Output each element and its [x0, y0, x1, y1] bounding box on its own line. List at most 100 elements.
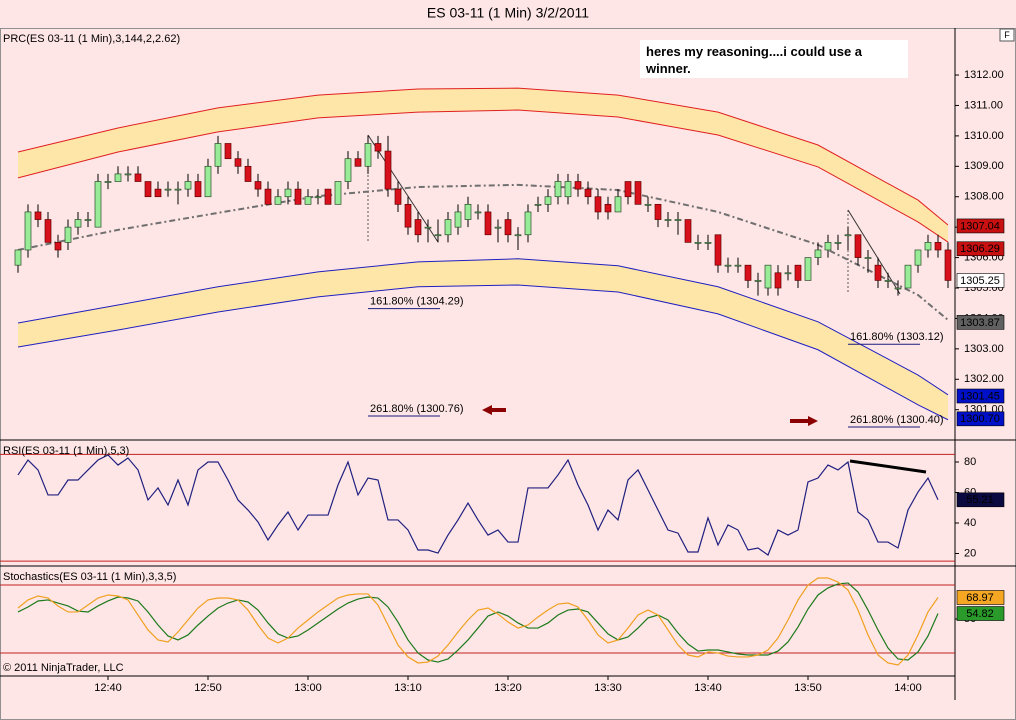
menu-button[interactable] [999, 28, 1015, 42]
candle-body [844, 234, 852, 237]
note-box: heres my reasoning....i could use a winn… [640, 40, 908, 78]
candle-body [354, 158, 362, 167]
candle-body [824, 242, 832, 251]
candle-body [314, 196, 322, 199]
candle-body [284, 188, 292, 198]
candle-body [594, 196, 602, 213]
candle-body [264, 188, 272, 205]
candle-body [524, 211, 532, 236]
arrow [790, 416, 818, 426]
candle-body [614, 196, 622, 213]
candle-body [234, 158, 242, 167]
price-marker-label: 55.21 [966, 494, 994, 506]
candle-body [84, 219, 92, 221]
envelope-line [17, 109, 949, 243]
candle-body [404, 203, 412, 228]
fib-label: 261.80% (1300.40) [850, 414, 944, 426]
menu-button-label[interactable]: F [1004, 30, 1010, 40]
x-tick-label: 13:50 [794, 682, 822, 694]
candle-body [864, 257, 872, 259]
candle-body [794, 264, 802, 281]
candle-body [464, 203, 472, 220]
candle-body [624, 181, 632, 198]
candle-body [644, 203, 652, 206]
candle-body [444, 219, 452, 236]
drawings [367, 134, 927, 474]
candle-body [814, 249, 822, 258]
indicator-line [17, 577, 939, 666]
chart-title: ES 03-11 (1 Min) 3/2/2011 [427, 5, 589, 21]
candle-body [94, 181, 102, 228]
fib-label: 161.80% (1303.12) [850, 331, 944, 343]
price-marker-label: 68.97 [966, 592, 994, 604]
candle-body [124, 173, 132, 176]
drawing-line [367, 134, 439, 243]
candle-body [544, 196, 552, 205]
candle-body [944, 249, 952, 281]
y-tick-label: 80 [964, 456, 976, 468]
price-marker-label: 54.82 [966, 608, 994, 620]
candle-body [664, 219, 672, 221]
envelope-fill [18, 258, 948, 420]
price-marker-label: 1306.29 [960, 243, 1000, 255]
x-tick-label: 13:40 [694, 682, 722, 694]
divergence-line [849, 459, 927, 474]
candle-body [74, 219, 82, 228]
envelope-center [17, 183, 949, 321]
candle-body [684, 219, 692, 243]
arrow [482, 405, 506, 415]
candle-body [534, 203, 542, 206]
candle-body [744, 264, 752, 281]
candle-body [14, 249, 22, 266]
candle-body [294, 188, 302, 205]
candle-body [784, 272, 792, 275]
candle-body [554, 181, 562, 198]
candle-body [134, 173, 142, 182]
price-marker [956, 315, 1005, 330]
y-tick-label: 1312.00 [964, 69, 1004, 81]
candle-body [374, 143, 382, 152]
price-marker-label: 1305.25 [960, 275, 1000, 287]
y-tick-label: 1303.00 [964, 343, 1004, 355]
x-tick-label: 14:00 [894, 682, 922, 694]
candle-body [584, 188, 592, 198]
candle-body [324, 188, 332, 205]
y-tick-label: 20 [964, 547, 976, 559]
x-tick-label: 13:10 [394, 682, 422, 694]
y-tick-label: 1311.00 [964, 99, 1003, 111]
candle-body [364, 143, 372, 167]
drawing-line [847, 209, 901, 295]
y-tick-label: 1309.00 [964, 160, 1004, 172]
candle-body [934, 242, 942, 251]
candle-body [174, 188, 182, 191]
y-tick-label: 1308.00 [964, 191, 1004, 203]
candle-body [64, 226, 72, 243]
candle-body [514, 234, 522, 237]
candle-body [604, 203, 612, 213]
panel-label: RSI(ES 03-11 (1 Min),5,3) [3, 445, 129, 457]
candle-body [734, 264, 742, 267]
candle-body [504, 219, 512, 236]
envelope-fill [18, 88, 948, 243]
panel-label: Stochastics(ES 03-11 (1 Min),3,3,5) [3, 571, 176, 583]
candle-body [854, 234, 862, 258]
candle-body [394, 188, 402, 205]
fib-label: 261.80% (1300.76) [370, 403, 464, 415]
candle-body [24, 211, 32, 251]
price-marker [956, 388, 1005, 404]
candle-body [454, 211, 462, 228]
candle-body [834, 242, 842, 244]
candle-body [414, 219, 422, 236]
price-marker-label: 1301.45 [960, 390, 1000, 402]
candle-body [574, 181, 582, 190]
candle-body [334, 181, 342, 205]
candle-body [774, 272, 782, 289]
candle-body [114, 173, 122, 182]
price-marker [956, 218, 1005, 234]
candle-body [884, 280, 892, 282]
price-marker [956, 241, 1005, 257]
candle-body [164, 188, 172, 191]
fib-label: 161.80% (1304.29) [370, 296, 464, 308]
candle-body [764, 264, 772, 289]
x-tick-label: 13:30 [594, 682, 622, 694]
